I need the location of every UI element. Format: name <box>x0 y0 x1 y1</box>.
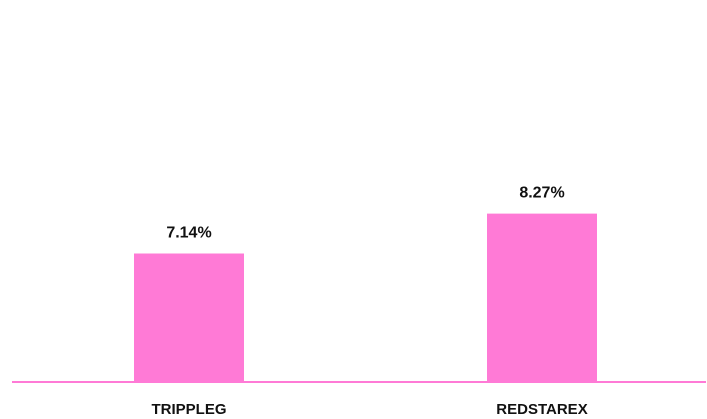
bar-trippleg <box>134 253 244 382</box>
bars-group <box>134 213 597 382</box>
bar-redstarex <box>487 213 597 382</box>
data-label-redstarex: 8.27% <box>519 185 564 202</box>
x-tick-labels-group: TRIPPLEG REDSTAREX <box>151 401 587 418</box>
tick-label-redstarex: REDSTAREX <box>496 401 587 418</box>
data-label-trippleg: 7.14% <box>166 225 211 242</box>
data-labels-group: 7.14% 8.27% <box>166 185 564 242</box>
tick-label-trippleg: TRIPPLEG <box>151 401 226 418</box>
